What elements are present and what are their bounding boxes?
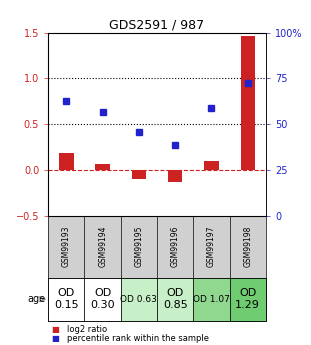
Text: OD
0.15: OD 0.15 — [54, 288, 79, 310]
Bar — [48, 278, 85, 321]
Text: OD
0.30: OD 0.30 — [90, 288, 115, 310]
Bar — [132, 170, 146, 179]
Bar — [168, 170, 183, 182]
Bar — [85, 278, 121, 321]
Text: log2 ratio: log2 ratio — [67, 325, 107, 334]
Text: GSM99196: GSM99196 — [171, 226, 180, 267]
Bar — [59, 154, 74, 170]
Text: OD 0.63: OD 0.63 — [120, 295, 157, 304]
Text: GSM99193: GSM99193 — [62, 226, 71, 267]
Bar — [240, 36, 255, 170]
Text: age: age — [27, 294, 45, 304]
Text: percentile rank within the sample: percentile rank within the sample — [67, 334, 209, 343]
Text: GSM99197: GSM99197 — [207, 226, 216, 267]
Bar — [204, 161, 219, 170]
Text: OD
1.29: OD 1.29 — [235, 288, 260, 310]
Bar — [157, 278, 193, 321]
Text: ■: ■ — [51, 334, 59, 343]
Text: OD 1.07: OD 1.07 — [193, 295, 230, 304]
Text: GSM99198: GSM99198 — [243, 226, 252, 267]
Text: GSM99194: GSM99194 — [98, 226, 107, 267]
Text: OD
0.85: OD 0.85 — [163, 288, 188, 310]
Bar — [230, 278, 266, 321]
Bar — [95, 164, 110, 170]
Bar — [121, 278, 157, 321]
Title: GDS2591 / 987: GDS2591 / 987 — [109, 19, 205, 32]
Bar — [193, 278, 230, 321]
Text: GSM99195: GSM99195 — [134, 226, 143, 267]
Text: ■: ■ — [51, 325, 59, 334]
